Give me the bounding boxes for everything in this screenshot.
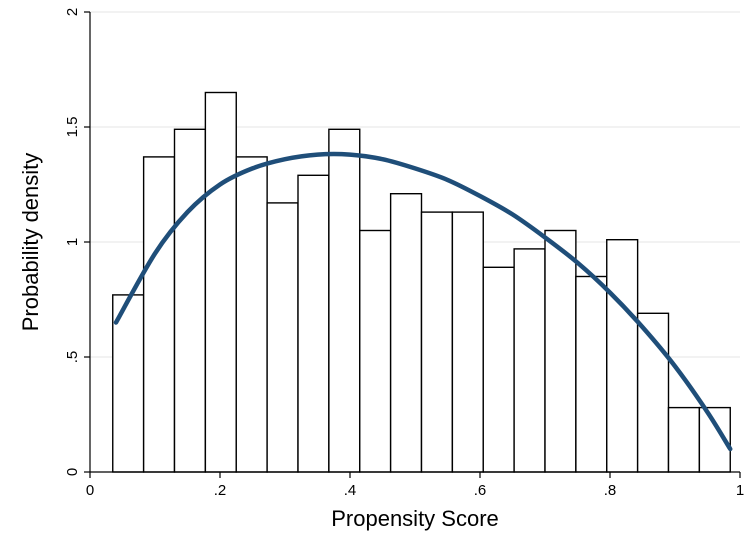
histogram-bar-0 [112, 294, 145, 473]
x-tick-label-0: 0 [86, 482, 94, 499]
histogram-bar-10 [420, 211, 454, 473]
x-tick-label-3: .6 [474, 482, 487, 499]
x-tick-label-2: .4 [344, 482, 357, 499]
histogram-bars [112, 91, 731, 473]
histogram-bar-2 [173, 128, 207, 473]
axes: 0 .5 1 1.5 2 0 .2 .4 .6 .8 1 [64, 8, 744, 499]
histogram-bar-16 [606, 238, 639, 473]
x-tick-label-5: 1 [736, 482, 744, 499]
histogram-bar-6 [297, 174, 330, 473]
histogram-bar-15 [575, 275, 608, 473]
y-tick-label-2: 1 [64, 238, 81, 246]
histogram-bar-8 [359, 229, 392, 473]
x-tick-label-4: .8 [604, 482, 617, 499]
histogram-bar-5 [266, 202, 299, 473]
histogram-bar-18 [667, 406, 701, 473]
histogram-bar-7 [328, 128, 361, 473]
x-tick-label-1: .2 [214, 482, 227, 499]
histogram-bar-3 [204, 91, 237, 473]
y-tick-label-3: 1.5 [64, 117, 81, 138]
y-axis-title: Probability density [18, 153, 43, 332]
histogram-bar-14 [544, 229, 577, 473]
histogram-bar-13 [513, 248, 546, 473]
histogram-bar-12 [482, 266, 515, 473]
density-curve [113, 151, 733, 452]
y-tick-label-4: 2 [64, 8, 81, 16]
y-tick-label-0: 0 [64, 468, 81, 476]
histogram-bar-4 [235, 156, 268, 473]
histogram-bar-9 [389, 192, 423, 473]
histogram-bar-1 [142, 156, 176, 473]
x-axis-title: Propensity Score [331, 506, 499, 531]
y-tick-label-1: .5 [64, 351, 81, 364]
density-curve-layer [113, 151, 733, 452]
histogram-bar-11 [451, 211, 484, 473]
